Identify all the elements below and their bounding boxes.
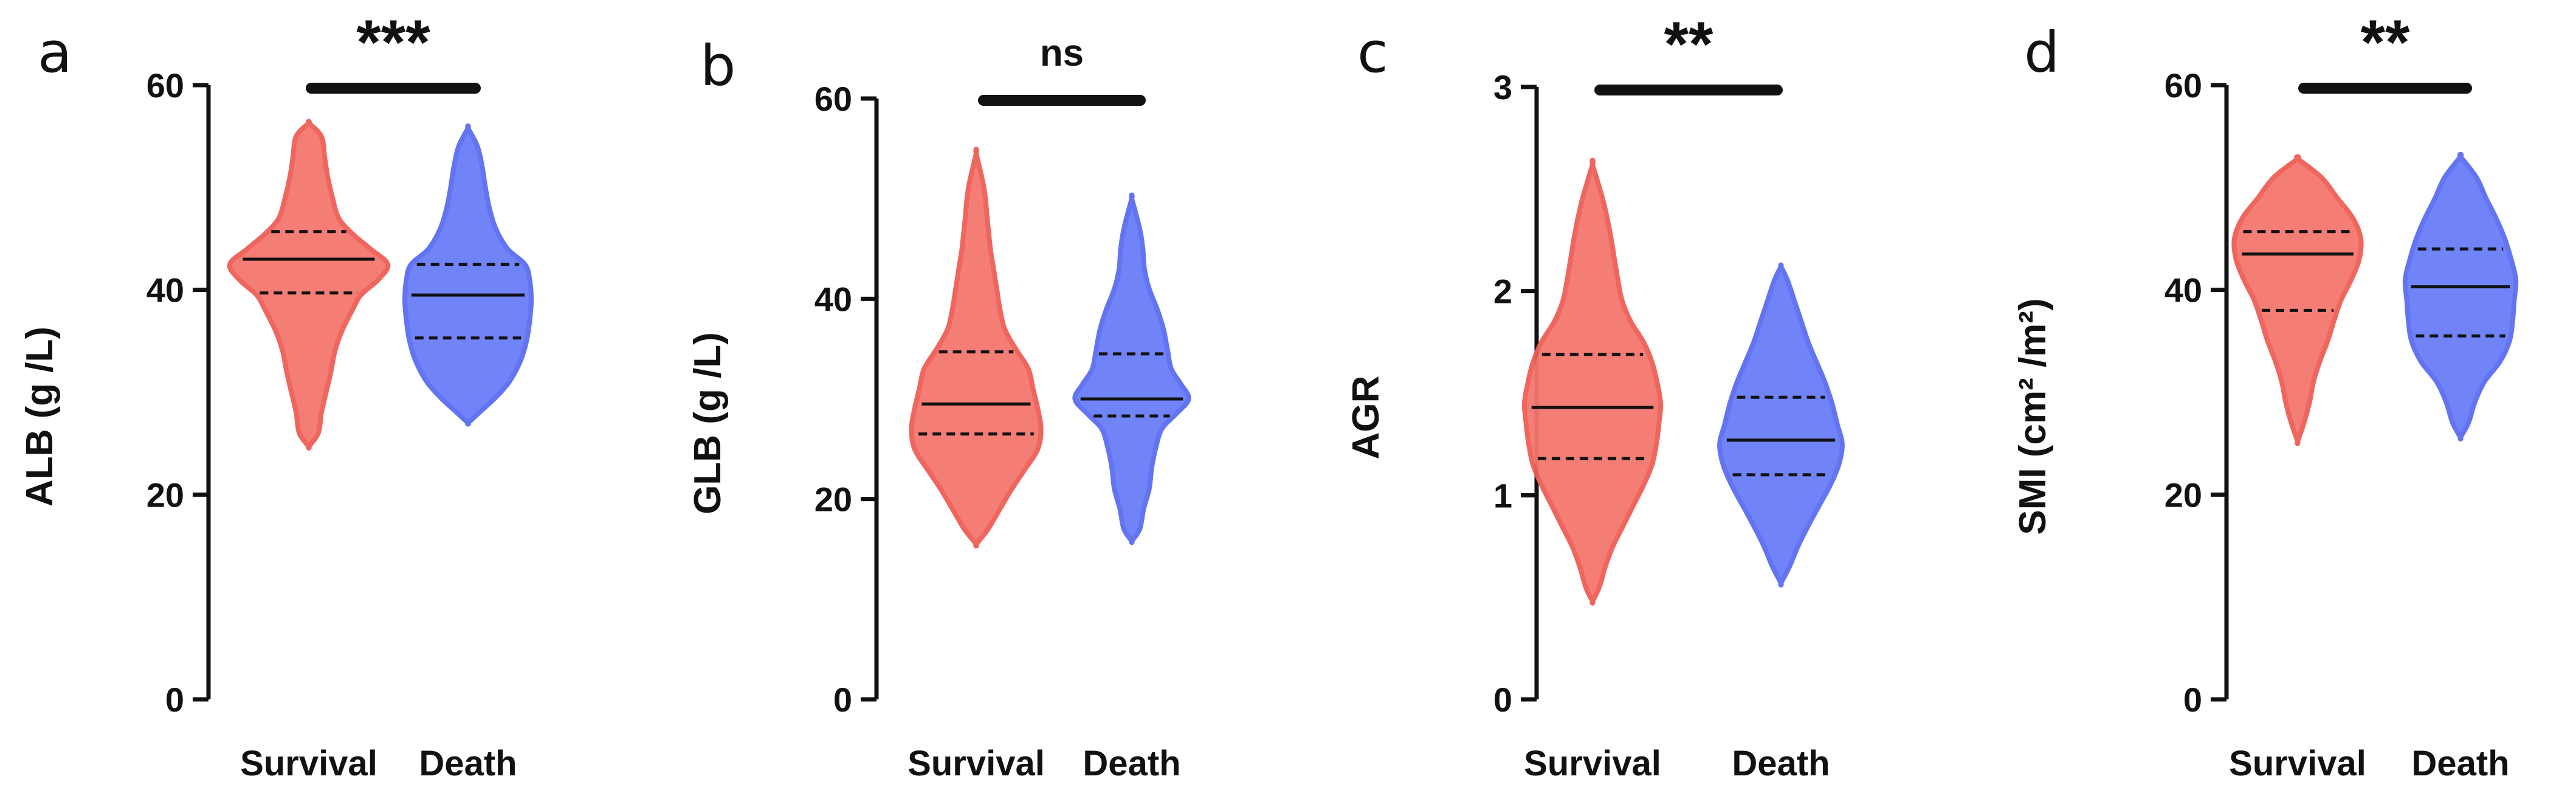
violin-survival — [1521, 158, 1664, 606]
y-tick-label: 20 — [814, 480, 852, 519]
significance-label: ns — [1040, 32, 1084, 74]
panel-b: b 0 20 40 60 GLB (g /L) Survival Death ns — [687, 32, 1191, 783]
y-axis-title: ALB (g /L) — [19, 327, 61, 507]
y-tick-label: 40 — [814, 280, 852, 318]
y-tick-label: 0 — [1493, 681, 1512, 719]
y-axis-title: AGR — [1345, 376, 1387, 460]
y-tick-label: 0 — [165, 681, 184, 719]
y-axis-title: GLB (g /L) — [687, 332, 729, 514]
violin-death — [1072, 192, 1191, 546]
panel-d: d 0 20 40 60 SMI (cm² /m²) Survival Death ** — [2012, 7, 2519, 783]
violin-survival — [2231, 154, 2364, 446]
x-category-label: Survival — [907, 744, 1045, 783]
x-category-label: Death — [2411, 744, 2509, 783]
significance-label: *** — [356, 7, 430, 78]
significance-label: ** — [1664, 9, 1713, 80]
y-tick-label: 60 — [2164, 66, 2202, 105]
y-tick-label: 0 — [833, 681, 852, 719]
y-tick-label: 40 — [146, 271, 184, 310]
violin-death — [1717, 262, 1845, 587]
y-tick-label: 20 — [2164, 476, 2202, 514]
y-tick-label: 60 — [146, 66, 184, 105]
y-tick-label: 1 — [1493, 476, 1512, 514]
x-category-label: Death — [419, 744, 517, 783]
violin-death — [2402, 151, 2519, 442]
y-tick-label: 0 — [2183, 681, 2202, 719]
y-tick-label: 20 — [146, 476, 184, 514]
panel-a: a 0 20 40 60 ALB (g /L) Survival Death *** — [19, 7, 534, 783]
panel-letter: b — [700, 33, 735, 99]
y-tick-label: 60 — [814, 80, 852, 118]
y-tick-label: 2 — [1493, 272, 1512, 311]
violin-survival — [227, 119, 391, 451]
panel-letter: c — [1357, 20, 1388, 85]
x-category-label: Death — [1732, 744, 1830, 783]
violin-death — [402, 123, 534, 427]
panel-letter: a — [38, 20, 72, 85]
significance-label: ** — [2361, 7, 2410, 78]
x-category-label: Survival — [2229, 744, 2366, 783]
x-category-label: Death — [1083, 744, 1180, 783]
panel-c: c 0 1 2 3 AGR Survival Death ** — [1345, 9, 1845, 783]
panel-letter: d — [2024, 20, 2059, 85]
y-axis-title: SMI (cm² /m²) — [2012, 298, 2054, 535]
x-category-label: Survival — [240, 744, 377, 783]
violin-survival — [909, 147, 1044, 549]
y-tick-label: 3 — [1493, 68, 1512, 106]
y-tick-label: 40 — [2164, 271, 2202, 310]
x-category-label: Survival — [1524, 744, 1661, 783]
